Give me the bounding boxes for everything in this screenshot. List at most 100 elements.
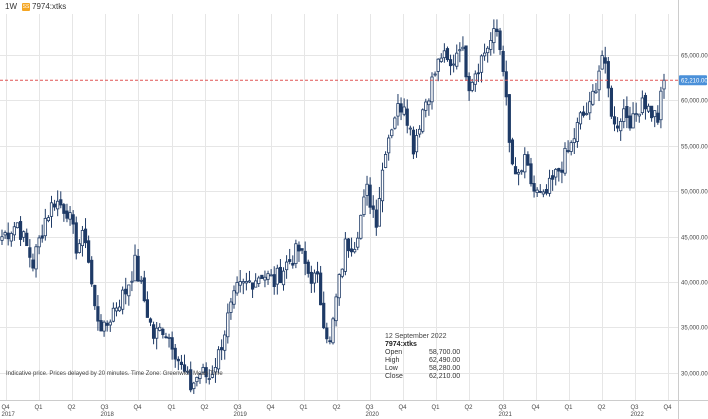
candle	[513, 157, 518, 175]
candle-body	[442, 50, 446, 59]
candlestick-series	[0, 19, 666, 394]
period-label[interactable]: 1W	[5, 2, 17, 11]
candle-body	[121, 289, 125, 310]
symbol-label[interactable]: 7974:xtks	[32, 2, 67, 11]
candle-body	[272, 274, 276, 287]
x-tick-label: Q2	[465, 405, 474, 411]
candle-body	[198, 373, 202, 379]
candle	[405, 99, 409, 134]
candle-body	[303, 250, 307, 264]
candle-body	[383, 154, 388, 168]
candle	[43, 208, 47, 241]
y-tick-label: 35,000.00	[681, 326, 708, 332]
y-tick-label: 50,000.00	[681, 190, 708, 196]
candle-body	[337, 274, 341, 299]
candle-body	[523, 154, 527, 173]
candle	[628, 106, 632, 131]
candle	[315, 261, 320, 283]
candle-body	[164, 336, 168, 339]
x-tick-label: Q3	[366, 405, 375, 411]
candle	[254, 273, 258, 288]
candle	[498, 27, 502, 55]
x-tick-label: Q4	[399, 405, 408, 411]
candle-body	[470, 81, 474, 91]
candle	[52, 199, 57, 211]
candle-body	[414, 135, 419, 153]
candle	[637, 113, 641, 123]
candle-body	[275, 267, 279, 285]
candle	[37, 235, 41, 255]
candle	[108, 319, 112, 332]
candle	[390, 128, 394, 139]
candle	[380, 162, 385, 213]
candle-body	[127, 284, 131, 297]
candle	[408, 125, 412, 136]
candle-body	[356, 237, 360, 248]
candle	[59, 191, 63, 209]
candle-body	[139, 279, 143, 282]
candle	[31, 253, 35, 272]
x-tick-label: Q4	[532, 405, 541, 411]
candle-body	[402, 106, 406, 115]
candle	[0, 229, 4, 246]
y-tick-label: 40,000.00	[681, 281, 708, 287]
candle	[359, 214, 363, 240]
candle	[634, 102, 638, 122]
candle	[96, 295, 100, 331]
candle-body	[541, 191, 545, 195]
candle	[291, 255, 295, 269]
candle	[371, 195, 375, 218]
candle-body	[148, 318, 153, 323]
candle	[210, 365, 214, 379]
candle-body	[34, 246, 38, 270]
candle-body	[83, 228, 88, 244]
candle-body	[588, 101, 592, 114]
candle	[615, 117, 620, 133]
x-tick-label: Q2	[201, 405, 210, 411]
x-tick-label: Q4	[2, 405, 11, 411]
candle	[430, 72, 434, 110]
candle	[476, 63, 480, 83]
candle	[186, 366, 190, 375]
candle	[74, 216, 78, 260]
candle-body	[117, 306, 122, 312]
candle-body	[643, 95, 648, 110]
tooltip-row-open: Open 58,700.00	[385, 349, 495, 357]
candle	[646, 103, 651, 114]
candle-body	[18, 221, 23, 240]
candle	[619, 118, 623, 141]
candle-body	[220, 347, 224, 351]
candle	[418, 125, 422, 138]
candle-body	[93, 284, 97, 307]
candle	[569, 140, 573, 156]
tooltip-value: 62,210.00	[429, 373, 461, 380]
candle	[436, 58, 440, 82]
candle-body	[179, 361, 184, 365]
candle-body	[40, 235, 44, 239]
candle	[585, 102, 589, 116]
candle-body	[12, 226, 16, 236]
candle	[257, 275, 261, 288]
candle	[594, 82, 598, 94]
candle	[547, 169, 552, 197]
candle-body	[551, 175, 555, 180]
candle	[145, 291, 149, 318]
candle-body	[22, 231, 26, 238]
candle	[374, 199, 378, 236]
candle	[15, 222, 20, 229]
x-tick-label: Q1	[565, 405, 574, 411]
candle	[334, 293, 338, 327]
candle-body	[269, 274, 273, 277]
candle	[167, 333, 171, 348]
y-axis-panel	[678, 0, 708, 419]
candle-body	[182, 364, 187, 372]
candle-body	[507, 94, 511, 143]
candle-body	[111, 307, 115, 322]
candle-body	[68, 212, 72, 220]
candle	[653, 110, 657, 128]
candle	[62, 202, 66, 222]
candle	[452, 54, 456, 73]
candle	[232, 285, 236, 309]
candle	[284, 255, 289, 279]
